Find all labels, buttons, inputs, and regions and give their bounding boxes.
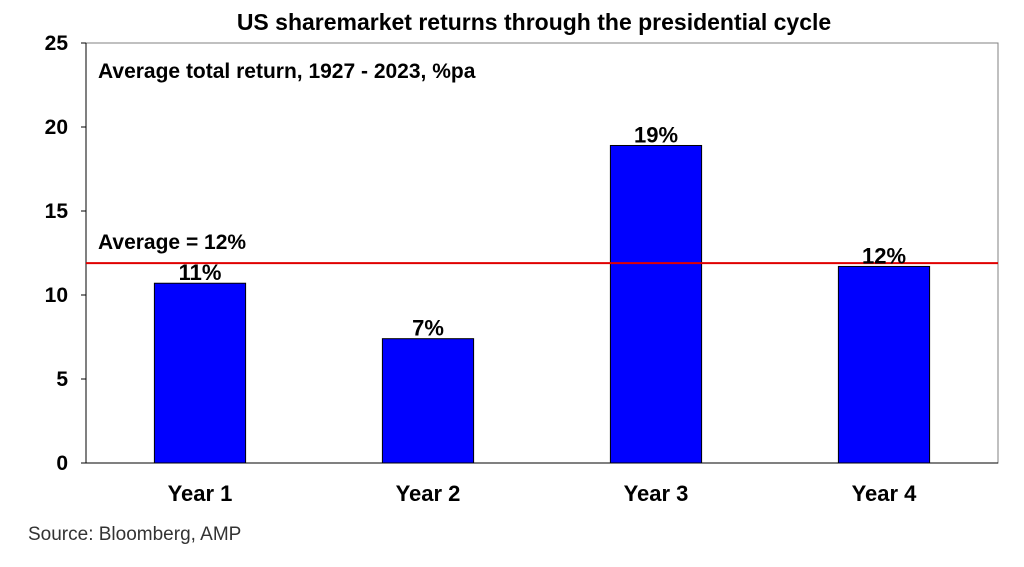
source-note: Source: Bloomberg, AMP [28,524,242,545]
y-tick-label: 15 [45,200,69,223]
average-line-group: Average = 12% [86,231,998,265]
bar [153,282,247,464]
bar [609,144,703,464]
x-tick-label: Year 1 [168,481,233,506]
data-labels: 11% 7% 19% 12% [179,122,906,340]
x-tick-label: Year 3 [624,481,689,506]
average-line-label: Average = 12% [98,231,246,254]
y-tick-label: 0 [56,452,68,475]
y-tick-label: 25 [45,32,69,55]
x-tick-label: Year 2 [396,481,461,506]
bar [381,338,475,464]
bar-value-label: 11% [179,260,222,285]
bar-value-label: 19% [634,122,678,147]
bars [153,144,931,464]
chart-title: US sharemarket returns through the presi… [237,9,831,35]
bar-value-label: 12% [862,243,906,268]
y-axis: 0 5 10 15 20 25 [45,32,87,475]
y-tick-label: 5 [56,368,68,391]
y-tick-label: 20 [45,116,68,139]
chart-subtitle: Average total return, 1927 - 2023, %pa [98,60,476,83]
bar-value-label: 7% [412,316,444,341]
bar [837,265,931,464]
y-tick-label: 10 [45,284,68,307]
x-tick-label: Year 4 [852,481,918,506]
x-axis: Year 1 Year 2 Year 3 Year 4 [86,462,998,506]
